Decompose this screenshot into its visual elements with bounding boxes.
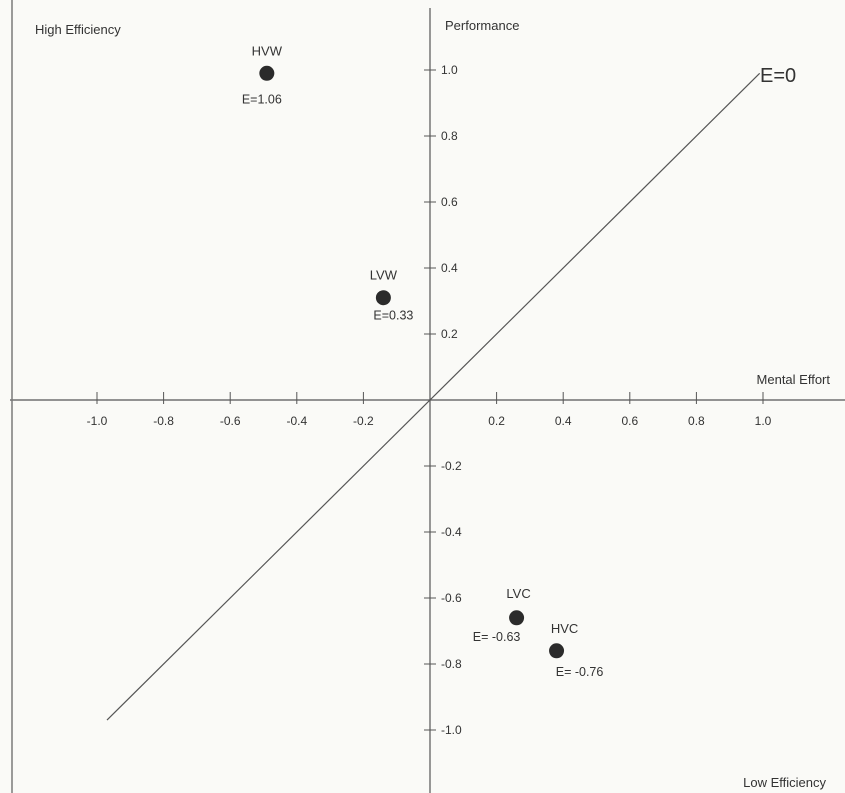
point-efficiency-label: E= -0.76 [556,665,604,679]
data-points: HVW E=1.06 LVW E=0.33 LVC E= -0.63 HVC E= -0.76 [242,43,604,679]
point-name-label: HVC [551,621,578,636]
x-tick-label: -0.6 [220,414,241,428]
y-axis-label: Performance [445,18,519,33]
y-tick-label: -0.4 [441,525,462,539]
y-tick-label: 0.4 [441,261,458,275]
x-tick-label: 0.8 [688,414,705,428]
quadrant-label-low-efficiency: Low Efficiency [743,775,826,790]
ticks: -1.0 -0.8 -0.6 -0.4 -0.2 0.2 0.4 0.6 0.8 1.0 1.0 0.… [87,63,772,737]
x-tick-label: -1.0 [87,414,108,428]
e-zero-reference-line [106,72,761,721]
point-efficiency-label: E=1.06 [242,92,282,106]
y-tick-label: 0.2 [441,327,458,341]
point-name-label: LVC [506,586,530,601]
y-tick-label: -0.2 [441,459,462,473]
data-point-lvw [375,290,391,306]
x-tick-label: 1.0 [755,414,772,428]
y-tick-label: -0.8 [441,657,462,671]
y-tick-label: 1.0 [441,63,458,77]
x-axis-label: Mental Effort [757,372,831,387]
x-tick-label: 0.2 [488,414,505,428]
point-name-label: LVW [370,268,398,283]
y-tick-label: -0.6 [441,591,462,605]
y-tick-label: 0.6 [441,195,458,209]
y-tick-label: 0.8 [441,129,458,143]
e-zero-label: E=0 [760,65,796,87]
x-tick-label: -0.4 [286,414,307,428]
y-tick-label: -1.0 [441,723,462,737]
point-efficiency-label: E=0.33 [373,309,413,323]
point-name-label: HVW [252,43,283,58]
axes [10,8,845,793]
data-point-hvc [549,643,565,659]
data-point-hvw [259,65,275,81]
x-tick-label: -0.2 [353,414,374,428]
data-point-lvc [509,610,525,626]
point-efficiency-label: E= -0.63 [473,630,521,644]
x-tick-label: 0.6 [621,414,638,428]
x-tick-label: 0.4 [555,414,572,428]
x-tick-label: -0.8 [153,414,174,428]
quadrant-label-high-efficiency: High Efficiency [35,22,121,37]
